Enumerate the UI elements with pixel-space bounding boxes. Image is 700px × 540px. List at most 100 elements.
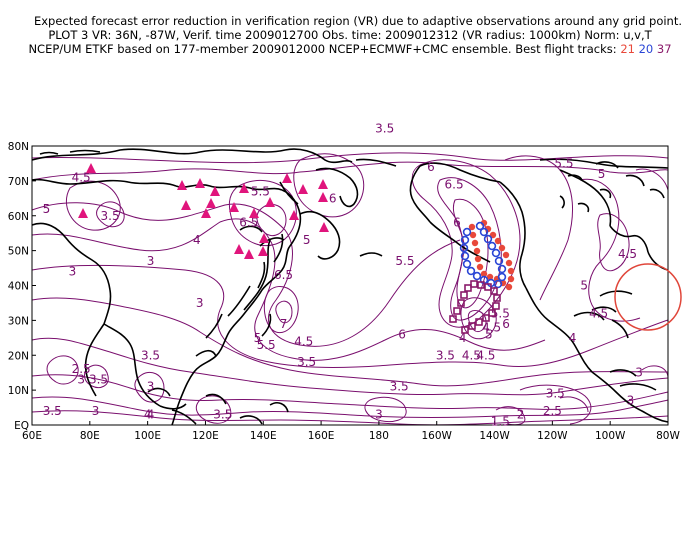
observation-site-triangle <box>282 173 292 183</box>
contour-label: 4.5 <box>618 247 637 261</box>
contour-label: 5.5 <box>554 156 573 170</box>
observation-site-triangle <box>298 184 308 194</box>
longitude-label: 100W <box>595 430 626 442</box>
latitude-label: 50N <box>8 246 29 258</box>
contour-label: 7 <box>280 317 288 331</box>
contour-label: 3.5 <box>101 209 120 223</box>
observation-site-triangle <box>181 200 191 210</box>
observation-site-triangle <box>318 179 328 189</box>
longitude-label: 80E <box>80 430 100 442</box>
contour-label: 5 <box>485 327 493 341</box>
observation-site-triangle <box>259 233 269 243</box>
observation-site-triangle <box>78 208 88 218</box>
contour-label: 4 <box>147 408 155 422</box>
longitude-label: 160W <box>422 430 453 442</box>
contour-label: 3 <box>635 366 643 380</box>
contour-label: 4 <box>193 233 201 247</box>
latitude-label: 70N <box>8 176 29 188</box>
contour-label: 6.5 <box>239 216 258 230</box>
contour-label: 1.5 <box>491 415 510 429</box>
contour-label: 2.5 <box>72 362 91 376</box>
latitude-label: 20N <box>8 350 29 362</box>
longitude-label: 80W <box>656 430 680 442</box>
longitude-label: 120W <box>537 430 568 442</box>
contour-label: 4 <box>459 331 467 345</box>
observation-site-triangle <box>86 163 96 173</box>
contour-label: 5.5 <box>395 254 414 268</box>
observation-site-triangle <box>229 202 239 212</box>
observation-site-triangle <box>201 208 211 218</box>
header-line-2: PLOT 3 VR: 36N, -87W, Verif. time 200901… <box>48 28 652 42</box>
observation-site-triangle <box>249 208 259 218</box>
contour-label: 6 <box>427 160 435 174</box>
observation-site-triangle <box>318 192 328 202</box>
verification-region-circle <box>614 263 682 331</box>
contour-label: 5 <box>303 233 311 247</box>
longitude-label: 120E <box>192 430 219 442</box>
contour-label: 3.5 <box>89 373 108 387</box>
latitude-label: 40N <box>8 281 29 293</box>
contour-label: 3.5 <box>213 408 232 422</box>
contour-label: 3 <box>69 265 77 279</box>
longitude-label: 140E <box>250 430 277 442</box>
latitude-labels: 80N 70N 60N 50N 40N 30N 20N 10N EQ <box>8 141 29 432</box>
observation-site-triangle <box>244 249 254 259</box>
observation-site-triangle <box>206 198 216 208</box>
observation-site-triangle <box>258 246 268 256</box>
contour-label: 3 <box>147 254 155 268</box>
contour-label: 3.5 <box>436 348 455 362</box>
plot-header: Expected forecast error reduction in ver… <box>0 14 700 56</box>
header-line-3: NCEP/UM ETKF based on 177-member 2009012… <box>0 42 700 56</box>
observation-site-triangle <box>195 178 205 188</box>
longitude-label: 140W <box>479 430 510 442</box>
latitude-label: 80N <box>8 141 29 153</box>
contour-label: 4 <box>569 331 577 345</box>
coastlines <box>31 148 669 426</box>
contour-label: 4.5 <box>462 348 481 362</box>
contour-label: 6.5 <box>445 177 464 191</box>
contour-label: 5 <box>43 202 51 216</box>
contour-label: 5 <box>225 408 233 422</box>
longitude-label: 180 <box>369 430 389 442</box>
contour-label: 3.5 <box>546 387 565 401</box>
contour-label: 4.5 <box>476 348 495 362</box>
track-number-21: 21 <box>620 42 635 56</box>
axis-ticks <box>31 145 669 426</box>
observation-site-triangle <box>319 222 329 232</box>
contour-label: 6.5 <box>274 268 293 282</box>
contour-label: 3 <box>147 380 155 394</box>
contour-label: 2 <box>517 408 525 422</box>
track-number-37: 37 <box>656 42 672 56</box>
header-line-3-text: NCEP/UM ETKF based on 177-member 2009012… <box>28 42 617 56</box>
contour-label: 6 <box>398 327 406 341</box>
longitude-label: 100E <box>134 430 161 442</box>
contour-label: 3.5 <box>390 380 409 394</box>
contour-label: 6 <box>329 191 337 205</box>
observation-site-triangle <box>289 210 299 220</box>
contour-label: 2.5 <box>543 404 562 418</box>
track-number-20: 20 <box>638 42 654 56</box>
contour-label: 3.5 <box>375 122 394 136</box>
header-line-1: Expected forecast error reduction in ver… <box>33 14 683 28</box>
contour-label: 6 <box>453 216 461 230</box>
contour-label: 3.5 <box>43 404 62 418</box>
contour-label: 3 <box>375 408 383 422</box>
contour-label: 4.5 <box>72 170 91 184</box>
contour-label: 3.5 <box>297 355 316 369</box>
contour-label: 6 <box>502 317 510 331</box>
observation-site-triangle <box>234 244 244 254</box>
contour-label: 4.5 <box>589 306 608 320</box>
contour-label: 5 <box>580 279 588 293</box>
flight-track-37 <box>449 280 501 334</box>
contour-label: 3 <box>77 373 85 387</box>
longitude-labels: 60E 80E 100E 120E 140E 160E 180 160W 140W 120W 100… <box>22 430 680 442</box>
contour-label: 5.5 <box>257 338 276 352</box>
contour-label: 5.5 <box>251 184 270 198</box>
observation-site-triangle <box>177 180 187 190</box>
longitude-label: 160E <box>308 430 335 442</box>
latitude-label: 10N <box>8 385 29 397</box>
contour-label: 5 <box>254 331 262 345</box>
observation-site-triangle <box>210 186 220 196</box>
